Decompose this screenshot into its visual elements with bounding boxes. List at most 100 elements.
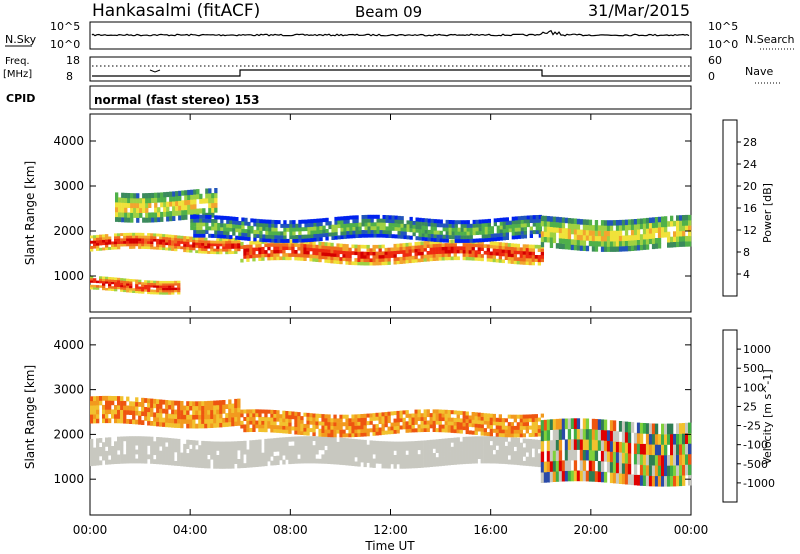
heatmap-cell bbox=[667, 237, 671, 243]
heatmap-cell bbox=[105, 239, 109, 243]
heatmap-cell bbox=[171, 400, 175, 406]
heatmap-cell bbox=[159, 450, 163, 456]
heatmap-cell bbox=[222, 238, 226, 242]
heatmap-cell bbox=[133, 202, 137, 209]
heatmap-cell bbox=[337, 216, 341, 221]
heatmap-cell bbox=[435, 257, 439, 261]
heatmap-cell bbox=[168, 400, 172, 406]
heatmap-cell bbox=[468, 445, 472, 451]
heatmap-cell bbox=[306, 427, 310, 432]
heatmap-cell bbox=[261, 457, 265, 462]
heatmap-cell bbox=[342, 455, 346, 461]
heatmap-cell bbox=[183, 246, 187, 250]
heatmap-cell bbox=[105, 400, 109, 406]
heatmap-cell bbox=[393, 254, 397, 258]
heatmap-cell bbox=[357, 251, 361, 256]
heatmap-cell bbox=[348, 422, 352, 427]
heatmap-cell bbox=[489, 445, 493, 450]
heatmap-cell bbox=[169, 211, 173, 217]
heatmap-cell bbox=[423, 420, 427, 425]
heatmap-cell bbox=[270, 409, 274, 414]
heatmap-cell bbox=[156, 238, 160, 242]
heatmap-cell bbox=[228, 459, 232, 465]
heatmap-cell bbox=[237, 248, 241, 252]
heatmap-cell bbox=[129, 449, 133, 455]
heatmap-cell bbox=[204, 245, 208, 249]
heatmap-cell bbox=[168, 289, 172, 293]
heatmap-cell bbox=[210, 405, 214, 411]
heatmap-cell bbox=[496, 225, 500, 230]
heatmap-cell bbox=[132, 410, 136, 416]
colorbar-tick-label: 8 bbox=[743, 246, 750, 259]
heatmap-cell bbox=[642, 454, 647, 466]
heatmap-cell bbox=[639, 422, 644, 434]
heatmap-cell bbox=[150, 436, 154, 442]
heatmap-cell bbox=[303, 445, 307, 450]
heatmap-cell bbox=[312, 244, 316, 249]
heatmap-cell bbox=[426, 444, 430, 450]
heatmap-cell bbox=[436, 238, 440, 243]
heatmap-cell bbox=[390, 446, 394, 451]
heatmap-cell bbox=[564, 243, 569, 250]
heatmap-cell bbox=[654, 227, 659, 233]
heatmap-cell bbox=[432, 413, 436, 418]
heatmap-cell bbox=[321, 436, 325, 442]
heatmap-cell bbox=[298, 227, 302, 232]
heatmap-cell bbox=[573, 244, 578, 251]
heatmap-cell bbox=[502, 232, 506, 237]
heatmap-cell bbox=[421, 225, 425, 230]
heatmap-cell bbox=[183, 448, 187, 454]
heatmap-cell bbox=[588, 429, 593, 440]
heatmap-cell bbox=[142, 207, 146, 213]
heatmap-cell bbox=[231, 243, 235, 247]
heatmap-cell bbox=[225, 446, 229, 451]
heatmap-cell bbox=[648, 475, 653, 487]
heatmap-cell bbox=[204, 243, 208, 246]
heatmap-cell bbox=[216, 413, 220, 419]
heatmap-cell bbox=[214, 192, 218, 199]
heatmap-cell bbox=[651, 227, 656, 234]
heatmap-cell bbox=[262, 238, 266, 243]
heatmap-cell bbox=[279, 242, 283, 247]
heatmap-cell bbox=[348, 452, 352, 457]
heatmap-cell bbox=[265, 223, 269, 228]
heatmap-cell bbox=[414, 441, 418, 446]
heatmap-cell bbox=[220, 219, 224, 224]
heatmap-cell bbox=[90, 248, 94, 252]
heatmap-cell bbox=[129, 419, 133, 424]
heatmap-cell bbox=[456, 418, 460, 423]
heatmap-cell bbox=[120, 436, 124, 442]
heatmap-cell bbox=[456, 425, 460, 430]
heatmap-cell bbox=[165, 451, 169, 456]
heatmap-cell bbox=[141, 411, 145, 416]
heatmap-cell bbox=[511, 224, 515, 229]
heatmap-cell bbox=[475, 238, 479, 243]
heatmap-cell bbox=[483, 431, 487, 436]
heatmap-cell bbox=[421, 236, 425, 241]
heatmap-cell bbox=[163, 206, 167, 212]
heatmap-cell bbox=[228, 454, 232, 460]
heatmap-cell bbox=[210, 400, 214, 406]
heatmap-cell bbox=[399, 441, 403, 447]
heatmap-cell bbox=[624, 240, 629, 247]
heatmap-cell bbox=[420, 244, 424, 249]
heatmap-cell bbox=[96, 242, 100, 246]
heatmap-cell bbox=[573, 234, 578, 240]
heatmap-cell bbox=[195, 423, 199, 429]
heatmap-cell bbox=[492, 413, 496, 418]
heatmap-cell bbox=[393, 260, 397, 265]
heatmap-cell bbox=[363, 448, 367, 454]
heatmap-cell bbox=[126, 449, 130, 455]
heatmap-cell bbox=[238, 221, 242, 225]
heatmap-cell bbox=[141, 286, 145, 290]
heatmap-cell bbox=[654, 465, 659, 477]
heatmap-cell bbox=[213, 423, 217, 428]
heatmap-cell bbox=[375, 454, 379, 460]
heatmap-cell bbox=[198, 242, 202, 246]
heatmap-cell bbox=[124, 192, 128, 199]
heatmap-cell bbox=[396, 410, 400, 415]
heatmap-cell bbox=[175, 196, 179, 202]
heatmap-cell bbox=[213, 450, 217, 456]
heatmap-cell bbox=[174, 438, 178, 444]
heatmap-cell bbox=[639, 475, 644, 486]
